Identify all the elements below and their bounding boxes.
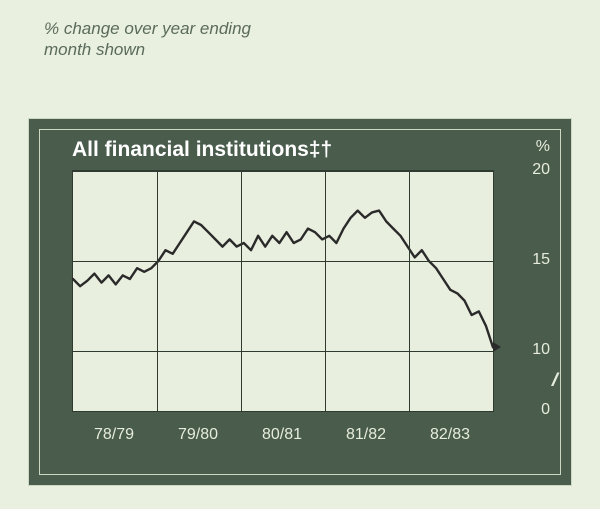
- gridline-h: [73, 351, 493, 352]
- chart-caption: % change over year ending month shown: [0, 0, 600, 61]
- chart-panel-inner: All financial institutions‡† % // 0 10 15 2…: [39, 129, 561, 475]
- x-tick-label: 81/82: [346, 426, 386, 444]
- gridline-v: [325, 171, 326, 411]
- y-tick-label: 20: [510, 161, 550, 179]
- gridline-h: [73, 261, 493, 262]
- x-tick-label: 79/80: [178, 426, 218, 444]
- gridline-v: [157, 171, 158, 411]
- gridline-v: [241, 171, 242, 411]
- end-arrow-icon: [493, 342, 501, 352]
- x-tick-label: 78/79: [94, 426, 134, 444]
- y-tick-label: 0: [510, 401, 550, 419]
- y-axis-unit: %: [536, 138, 550, 156]
- x-tick-label: 82/83: [430, 426, 470, 444]
- gridline-v: [409, 171, 410, 411]
- chart-panel: All financial institutions‡† % // 0 10 15 2…: [28, 118, 572, 486]
- y-tick-label: 10: [510, 341, 550, 359]
- caption-line2: month shown: [44, 40, 145, 59]
- plot-area: [72, 170, 494, 412]
- gridline-h: [73, 171, 493, 172]
- axis-break-icon: //: [552, 370, 554, 391]
- line-series: [73, 171, 493, 411]
- series-path: [73, 211, 493, 348]
- chart-title: All financial institutions‡†: [72, 138, 332, 162]
- y-tick-label: 15: [510, 251, 550, 269]
- caption-line1: % change over year ending: [44, 19, 251, 38]
- x-tick-label: 80/81: [262, 426, 302, 444]
